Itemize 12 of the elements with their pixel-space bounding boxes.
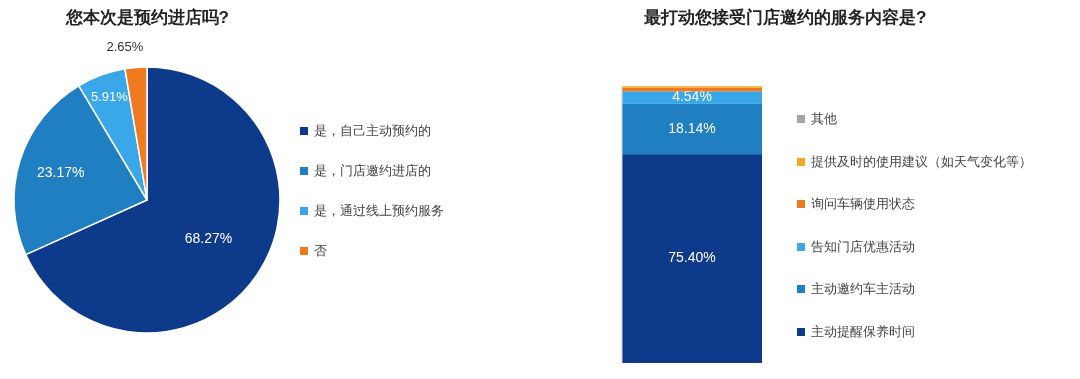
legend-label: 询问车辆使用状态 (811, 195, 915, 213)
legend-label: 否 (314, 242, 327, 259)
legend-label: 其他 (811, 110, 837, 127)
chart-title: 最打动您接受门店邀约的服务内容是? (644, 7, 927, 29)
chart-title: 您本次是预约进店吗? (65, 7, 229, 29)
legend-label: 提供及时的使用建议（如天气变化等） (811, 152, 1032, 170)
legend-label: 是，门店邀约进店的 (314, 162, 431, 179)
legend-label: 是，通过线上预约服务 (314, 202, 444, 219)
legend-label: 告知门店优惠活动 (811, 237, 915, 255)
legend-label: 是，自己主动预约的 (314, 122, 431, 139)
legend-label: 主动提醒保养时间 (811, 323, 915, 340)
legend-label: 主动邀约车主活动 (811, 280, 915, 298)
